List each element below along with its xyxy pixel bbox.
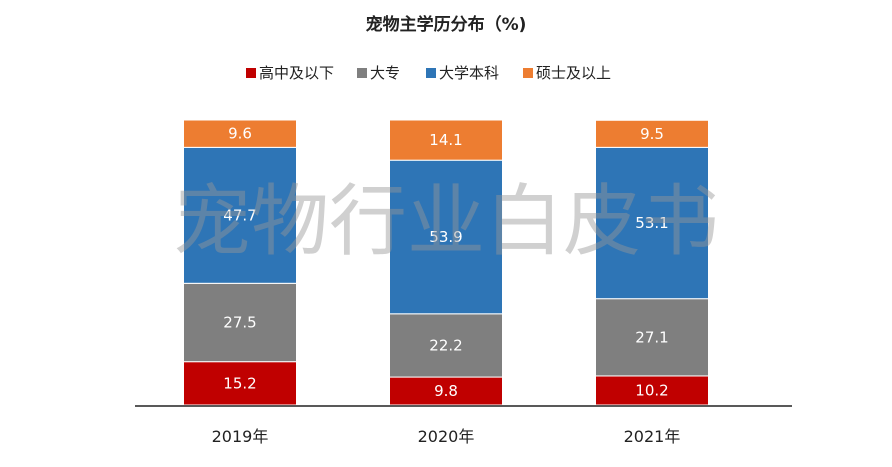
bar-segment bbox=[183, 282, 297, 363]
bar-data-label: 14.1 bbox=[429, 131, 462, 149]
bar-data-label: 27.5 bbox=[223, 313, 256, 331]
legend-swatch bbox=[246, 68, 256, 78]
bar-segment bbox=[595, 298, 709, 377]
bar-segment bbox=[183, 146, 297, 284]
bar-segment bbox=[183, 361, 297, 406]
bar-data-label: 53.1 bbox=[635, 214, 668, 232]
legend-label: 高中及以下 bbox=[259, 64, 334, 82]
bar-segment bbox=[389, 119, 503, 161]
bar-data-label: 22.2 bbox=[429, 336, 462, 354]
legend-label: 大学本科 bbox=[439, 64, 499, 82]
bar-data-label: 27.1 bbox=[635, 328, 668, 346]
bar-data-label: 9.6 bbox=[228, 125, 252, 143]
x-tick-label: 2020年 bbox=[418, 427, 475, 446]
bars: 15.2 27.5 47.7 9.6 9.8 22.2 53.9 14.1 10.2 27.1 53… bbox=[183, 119, 709, 406]
x-tick-label: 2019年 bbox=[212, 427, 269, 446]
chart-title: 宠物主学历分布（%) bbox=[366, 14, 527, 35]
legend-label: 大专 bbox=[370, 64, 400, 82]
legend-swatch bbox=[357, 68, 367, 78]
bar-segment bbox=[595, 119, 709, 148]
bar-segment bbox=[389, 159, 503, 315]
bar-data-label: 10.2 bbox=[635, 381, 668, 399]
x-tick-label: 2021年 bbox=[624, 427, 681, 446]
legend: 高中及以下 大专 大学本科 硕士及以上 bbox=[246, 64, 611, 82]
bar-segment bbox=[389, 376, 503, 406]
bar-data-label: 15.2 bbox=[223, 374, 256, 392]
bar-segment bbox=[183, 119, 297, 148]
watermark-text: 宠物行业白皮书 bbox=[173, 177, 719, 267]
bar-segment bbox=[595, 146, 709, 300]
legend-swatch bbox=[426, 68, 436, 78]
bar-data-label: 47.7 bbox=[223, 206, 256, 224]
legend-swatch bbox=[523, 68, 533, 78]
legend-label: 硕士及以上 bbox=[536, 64, 611, 82]
bar-data-label: 9.8 bbox=[434, 382, 458, 400]
bar-segment bbox=[389, 313, 503, 378]
bar-segment bbox=[595, 375, 709, 406]
bar-data-label: 53.9 bbox=[429, 228, 462, 246]
bar-data-label: 9.5 bbox=[640, 125, 664, 143]
x-axis-labels: 2019年 2020年 2021年 bbox=[212, 427, 681, 446]
